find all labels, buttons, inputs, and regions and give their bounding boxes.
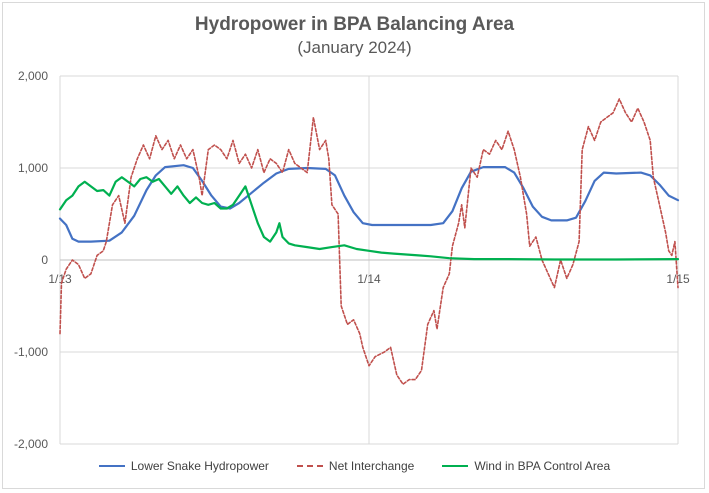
series-line-0 (58, 164, 680, 243)
legend-label-wind: Wind in BPA Control Area (474, 459, 611, 473)
legend-swatch-lower-snake (98, 465, 125, 467)
chart-frame (2, 2, 705, 489)
x-tick-label: 1/14 (357, 272, 381, 286)
legend-item-net-interchange: Net Interchange (296, 459, 415, 473)
series-line-1 (59, 98, 679, 385)
y-tick-label: 2,000 (18, 69, 48, 83)
chart-title: Hydropower in BPA Balancing Area (194, 14, 515, 35)
legend-item-wind: Wind in BPA Control Area (442, 459, 610, 473)
y-tick-label: -1,000 (14, 345, 48, 359)
legend-item-lower-snake: Lower Snake Hydropower (98, 459, 269, 473)
legend-swatch-wind (442, 465, 469, 467)
legend-label-lower-snake: Lower Snake Hydropower (130, 459, 269, 473)
series-line-2 (58, 176, 680, 261)
chart-subtitle: (January 2024) (297, 38, 412, 57)
y-tick-label: 0 (41, 253, 48, 267)
y-tick-label: 1,000 (18, 161, 48, 175)
legend-label-net-interchange: Net Interchange (328, 459, 415, 473)
legend-swatch-net-interchange (296, 465, 323, 467)
x-tick-label: 1/13 (48, 272, 72, 286)
y-tick-label: -2,000 (14, 437, 48, 451)
chart-legend: Lower Snake Hydropower Net Interchange W… (0, 459, 709, 473)
